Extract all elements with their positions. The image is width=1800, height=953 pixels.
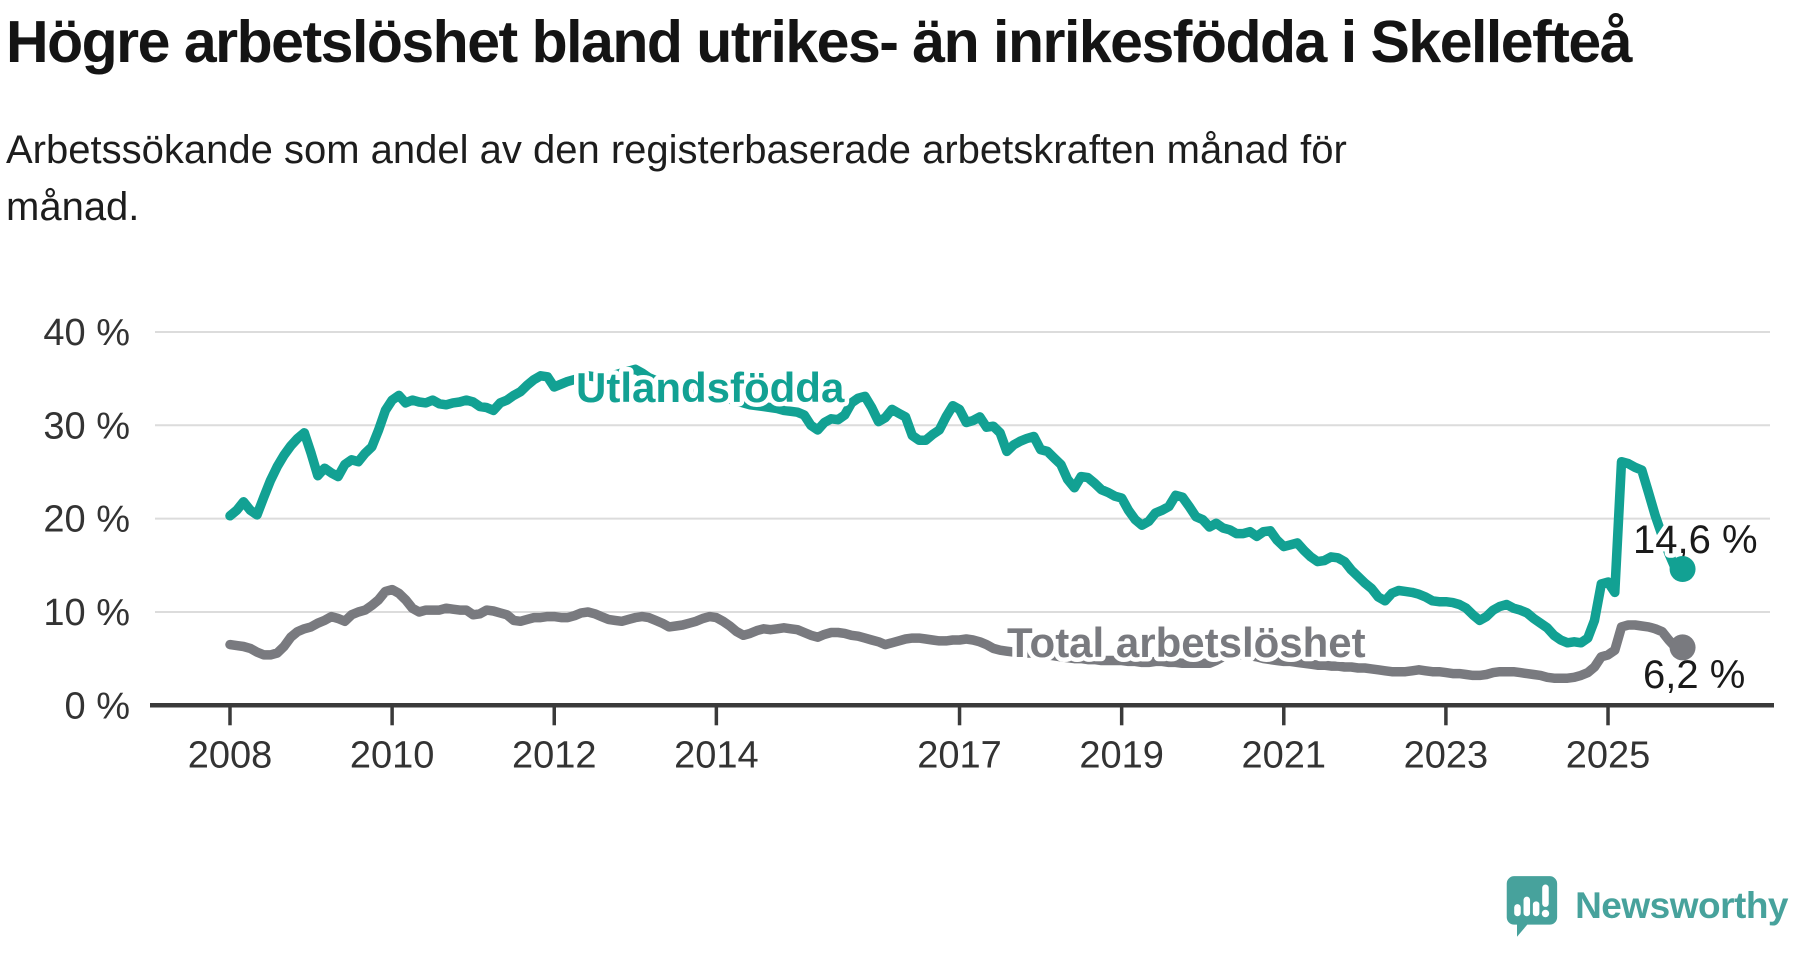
bar-3 (1532, 901, 1540, 917)
x-axis-label: 2019 (1079, 734, 1164, 776)
series-line-total (225, 584, 1681, 683)
page-title: Högre arbetslöshet bland utrikes- än inr… (6, 9, 1633, 75)
newsworthy-logo[interactable]: Newsworthy (1503, 874, 1788, 938)
x-axis-label: 2008 (188, 734, 273, 776)
y-axis-label: 0 % (65, 685, 130, 727)
series-end-dot-utlandsfodda (1669, 556, 1696, 583)
series-label-total: Total arbetslöshet (1007, 619, 1366, 666)
x-axis-label: 2010 (350, 734, 435, 776)
x-axis-label: 2012 (512, 734, 597, 776)
series-line-utlandsfodda (225, 364, 1681, 648)
subtitle-line-2: månad. (6, 185, 140, 229)
bar-1 (1514, 904, 1521, 917)
x-axis-label: 2025 (1566, 734, 1651, 776)
y-axis-label: 10 % (43, 592, 130, 634)
value-label-utlandsfodda: 14,6 % (1633, 518, 1758, 562)
x-axis-label: 2017 (917, 734, 1002, 776)
chart-subtitle: Arbetssökande som andel av den registerb… (6, 122, 1566, 236)
x-axis-label: 2023 (1404, 734, 1489, 776)
series-label-utlandsfodda: Utlandsfödda (576, 364, 845, 411)
y-axis-label: 20 % (43, 499, 130, 541)
exclamation-dot (1541, 909, 1550, 918)
value-label-total: 6,2 % (1643, 653, 1745, 697)
subtitle-line-1: Arbetssökande som andel av den registerb… (6, 128, 1347, 172)
x-axis-label: 2021 (1242, 734, 1327, 776)
speech-bubble-shape (1506, 876, 1558, 937)
bar-2 (1523, 896, 1531, 917)
x-axis-label: 2014 (674, 734, 759, 776)
exclamation-bar (1542, 884, 1549, 907)
y-axis-label: 40 % (43, 312, 130, 354)
y-axis-label: 30 % (43, 405, 130, 447)
bar-chart-speech-bubble-icon (1506, 876, 1558, 937)
series-end-dot-total (1669, 634, 1696, 661)
logo-text: Newsworthy (1575, 885, 1788, 926)
